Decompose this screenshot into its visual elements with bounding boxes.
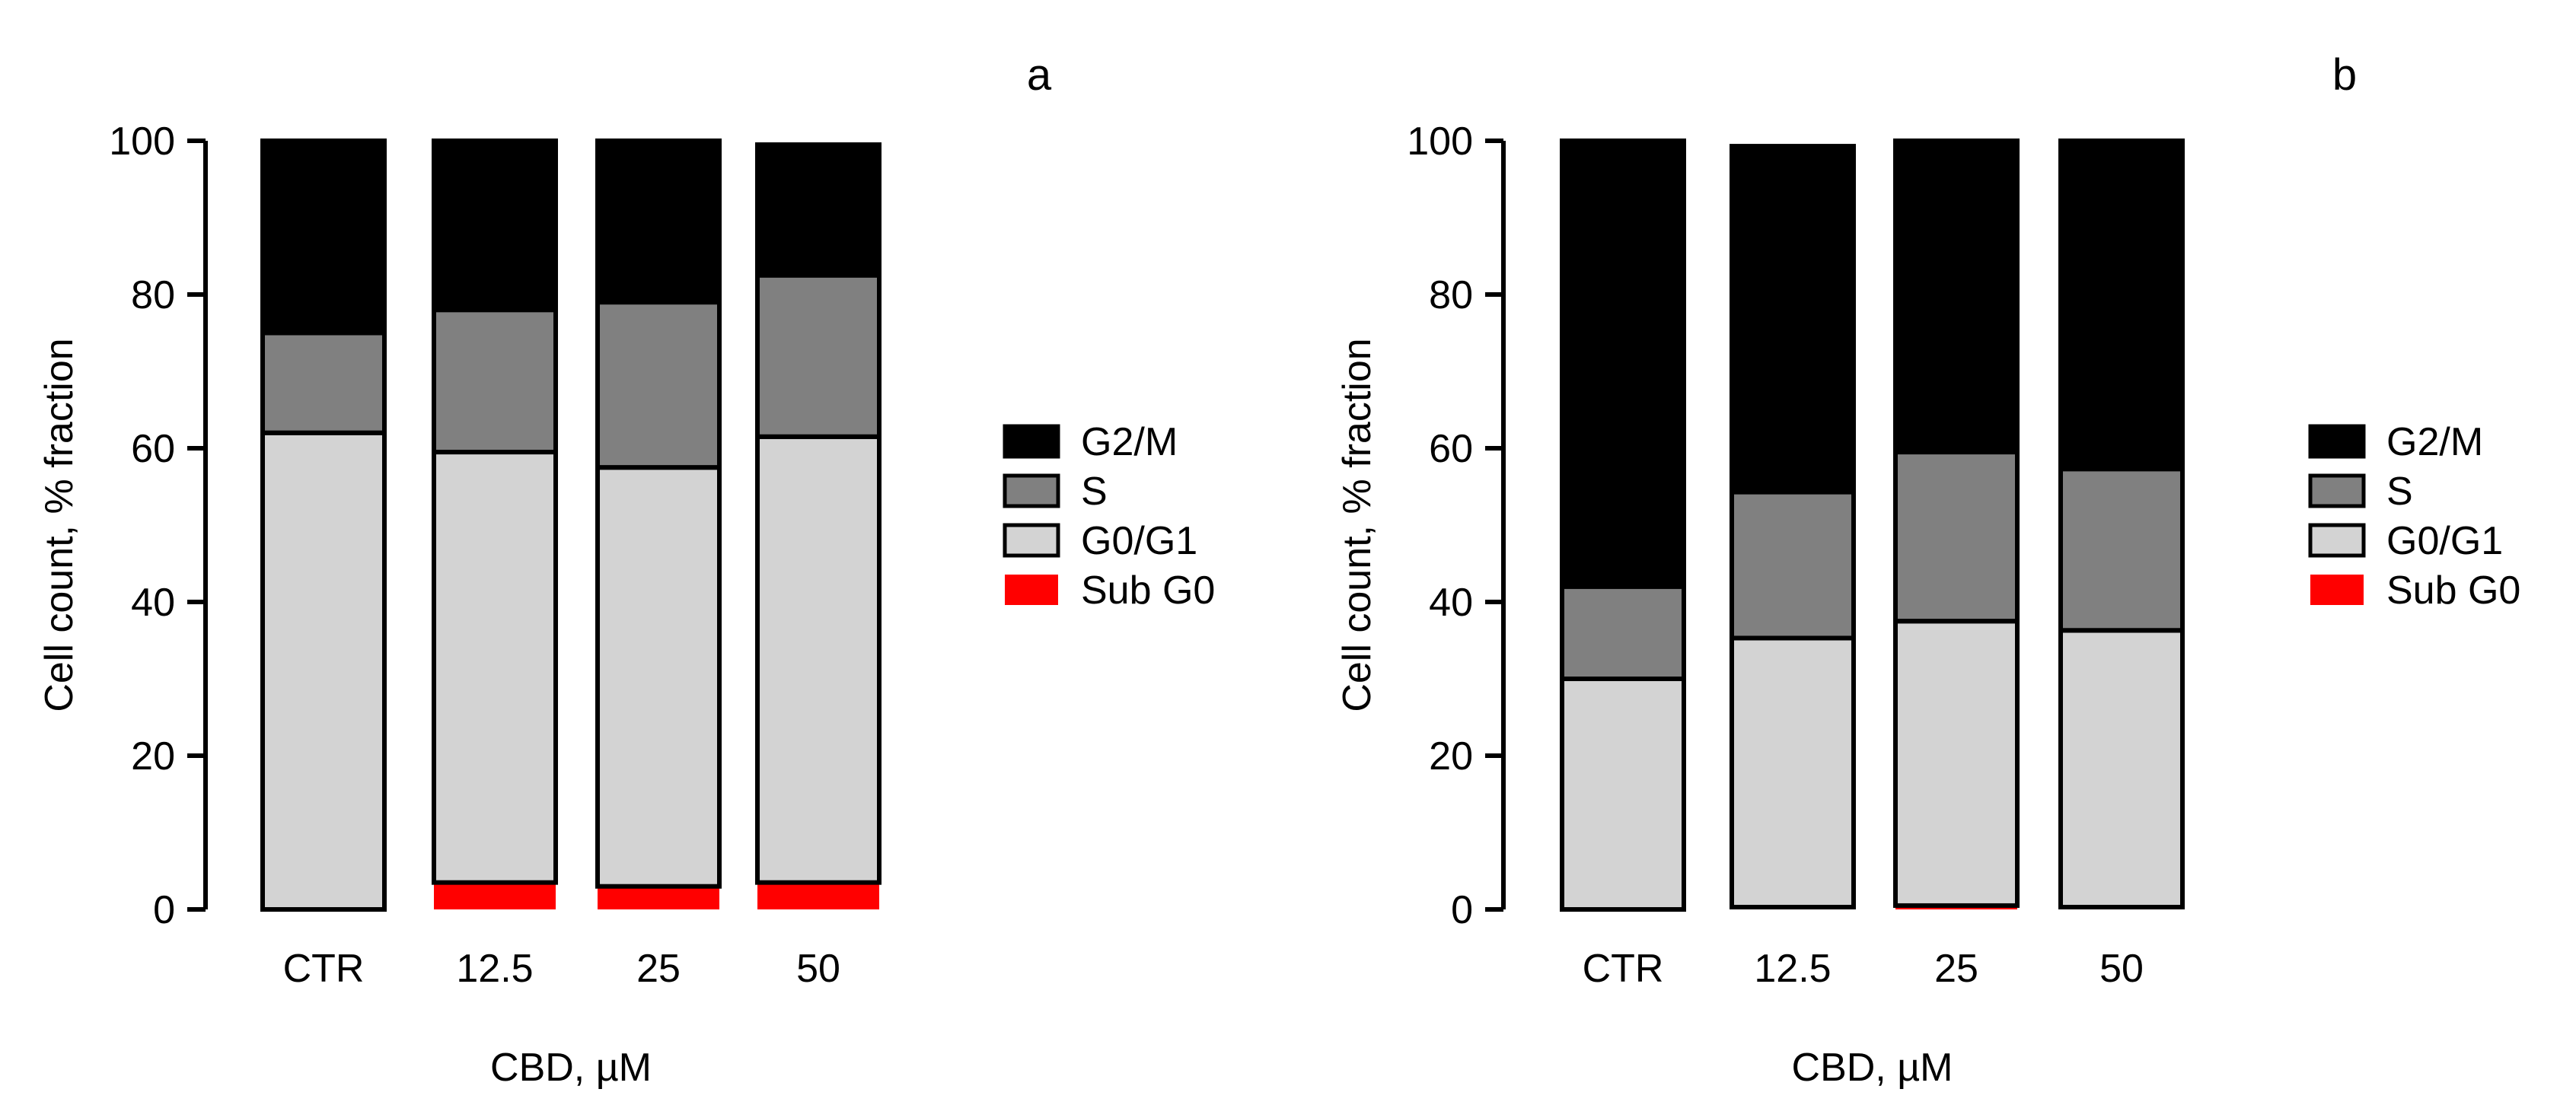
panel-a-bar-outline-ctr-g2-m (260, 139, 387, 336)
panel-b-x-tick-label: 12.5 (1754, 947, 1831, 991)
panel-a-legend-label-g0-g1: G0/G1 (1081, 519, 1197, 563)
panel-b-bar-outline-50-g2-m (2058, 139, 2185, 472)
panel-b-legend: G2/M S G0/G1 Sub G0 (2308, 420, 2520, 613)
panel-a-y-tick-label: 40 (131, 581, 175, 625)
panel-a-bar-outline-25-g2-m (595, 139, 722, 305)
panel-b-y-tick-label: 20 (1429, 734, 1473, 779)
panel-b-bar-25-g0-g1 (1895, 621, 2017, 906)
panel-b-legend-swatch-g0-g1 (2308, 523, 2366, 558)
panel-a-bar-12-5-g0-g1 (434, 452, 556, 883)
panel-b-y-tick-label: 100 (1407, 119, 1473, 164)
panel-b-bar-outline-ctr-g2-m (1560, 139, 1686, 589)
panel-a-legend-swatch-g0-g1 (1003, 523, 1060, 558)
panel-b-label: b (2332, 50, 2357, 100)
panel-b-y-tick-label: 60 (1429, 427, 1473, 471)
panel-a-y-tick-label: 80 (131, 273, 175, 317)
panel-b-x-tick-label: 50 (2099, 947, 2144, 991)
panel-a-bar-ctr-s (263, 333, 384, 433)
panel-b-x-tick-label: 25 (1934, 947, 1978, 991)
panel-b-x-tick-label: CTR (1583, 947, 1664, 991)
panel-a-bar-12-5-sub-g0 (434, 882, 556, 909)
panel-a-legend: G2/M S G0/G1 Sub G0 (1003, 420, 1215, 613)
panel-a-bar-ctr-g0-g1 (263, 432, 384, 909)
panel-a-legend-swatch-g2-m (1003, 424, 1060, 459)
panel-a-y-tick-label: 60 (131, 427, 175, 471)
panel-a-legend-label-s: S (1081, 470, 1108, 514)
panel-a-x-tick-label: CTR (283, 947, 365, 991)
panel-a-legend-swatch-s (1003, 473, 1060, 508)
panel-b-y-tick-label: 80 (1429, 273, 1473, 317)
panel-a-bar-12-5-s (434, 310, 556, 453)
panel-b-y-tick-label: 0 (1451, 888, 1473, 932)
panel-a-bar-25-sub-g0 (598, 886, 719, 909)
panel-a-bar-50-g0-g1 (757, 436, 879, 883)
panel-b-bar-ctr-g2-m (1562, 141, 1684, 587)
panel-a-bar-outline-50-g2-m (755, 142, 882, 278)
panel-b-bar-50-s (2061, 469, 2182, 631)
panel-b-y-axis-title: Cell count, % fraction (1335, 338, 1379, 712)
panel-a-bar-25-g2-m (598, 141, 719, 303)
panel-b-bar-outline-12-5-g2-m (1730, 144, 1856, 495)
panel-a-label: a (1027, 50, 1052, 100)
panel-b: b 0 20 40 60 80 100 Cell count, % fraction CTR 12… (1335, 50, 2520, 1090)
panel-b-bar-25-s (1895, 452, 2017, 622)
panel-a-bar-25-s (598, 302, 719, 468)
panel-b-bar-50-g2-m (2061, 141, 2182, 470)
panel-a-bar-12-5-g2-m (434, 141, 556, 310)
panel-a-bar-ctr-g2-m (263, 141, 384, 333)
panel-a-bar-outline-12-5-g2-m (432, 139, 558, 313)
panel-b-legend-label-g0-g1: G0/G1 (2386, 519, 2503, 563)
panel-a-bar-50-sub-g0 (757, 882, 879, 909)
panel-b-bar-12-5-s (1732, 492, 1854, 638)
panel-a-legend-label-g2-m: G2/M (1081, 420, 1178, 464)
panel-b-bar-50-g0-g1 (2061, 630, 2182, 907)
panel-b-bar-12-5-g2-m (1732, 146, 1854, 492)
panel-b-legend-label-sub-g0: Sub G0 (2386, 568, 2520, 613)
panel-a-y-axis-title: Cell count, % fraction (37, 338, 81, 712)
panel-a-x-tick-label: 25 (636, 947, 681, 991)
panel-b-bar-25-g2-m (1895, 141, 2017, 453)
panel-b-bar-ctr-g0-g1 (1562, 679, 1684, 909)
panel-a-y-tick-label: 0 (153, 888, 175, 932)
panel-b-legend-swatch-s (2308, 473, 2366, 508)
panel-b-x-axis-title: CBD, µM (1792, 1046, 1953, 1090)
panel-b-legend-swatch-sub-g0 (2310, 575, 2364, 605)
panel-a: a 0 20 40 60 80 100 Cell count, % fraction CTR 12… (37, 50, 1215, 1090)
panel-a-x-tick-label: 50 (796, 947, 840, 991)
panel-b-bar-12-5-g0-g1 (1732, 638, 1854, 907)
panel-a-bar-50-g2-m (757, 145, 879, 275)
panel-b-bar-ctr-s (1562, 586, 1684, 679)
panel-a-y-tick-label: 100 (109, 119, 175, 164)
panel-a-bar-50-s (757, 275, 879, 437)
panel-a-legend-swatch-sub-g0 (1005, 575, 1058, 605)
panel-b-legend-swatch-g2-m (2308, 424, 2366, 459)
panel-b-legend-label-g2-m: G2/M (2386, 420, 2483, 464)
panel-b-bar-outline-25-g2-m (1893, 139, 2020, 455)
panel-a-x-axis-title: CBD, µM (490, 1046, 652, 1090)
panel-a-y-tick-label: 20 (131, 734, 175, 779)
panel-a-legend-label-sub-g0: Sub G0 (1081, 568, 1215, 613)
panel-b-legend-label-s: S (2386, 470, 2413, 514)
panel-b-y-tick-label: 40 (1429, 581, 1473, 625)
panel-a-x-tick-label: 12.5 (456, 947, 533, 991)
panel-a-bar-25-g0-g1 (598, 467, 719, 887)
